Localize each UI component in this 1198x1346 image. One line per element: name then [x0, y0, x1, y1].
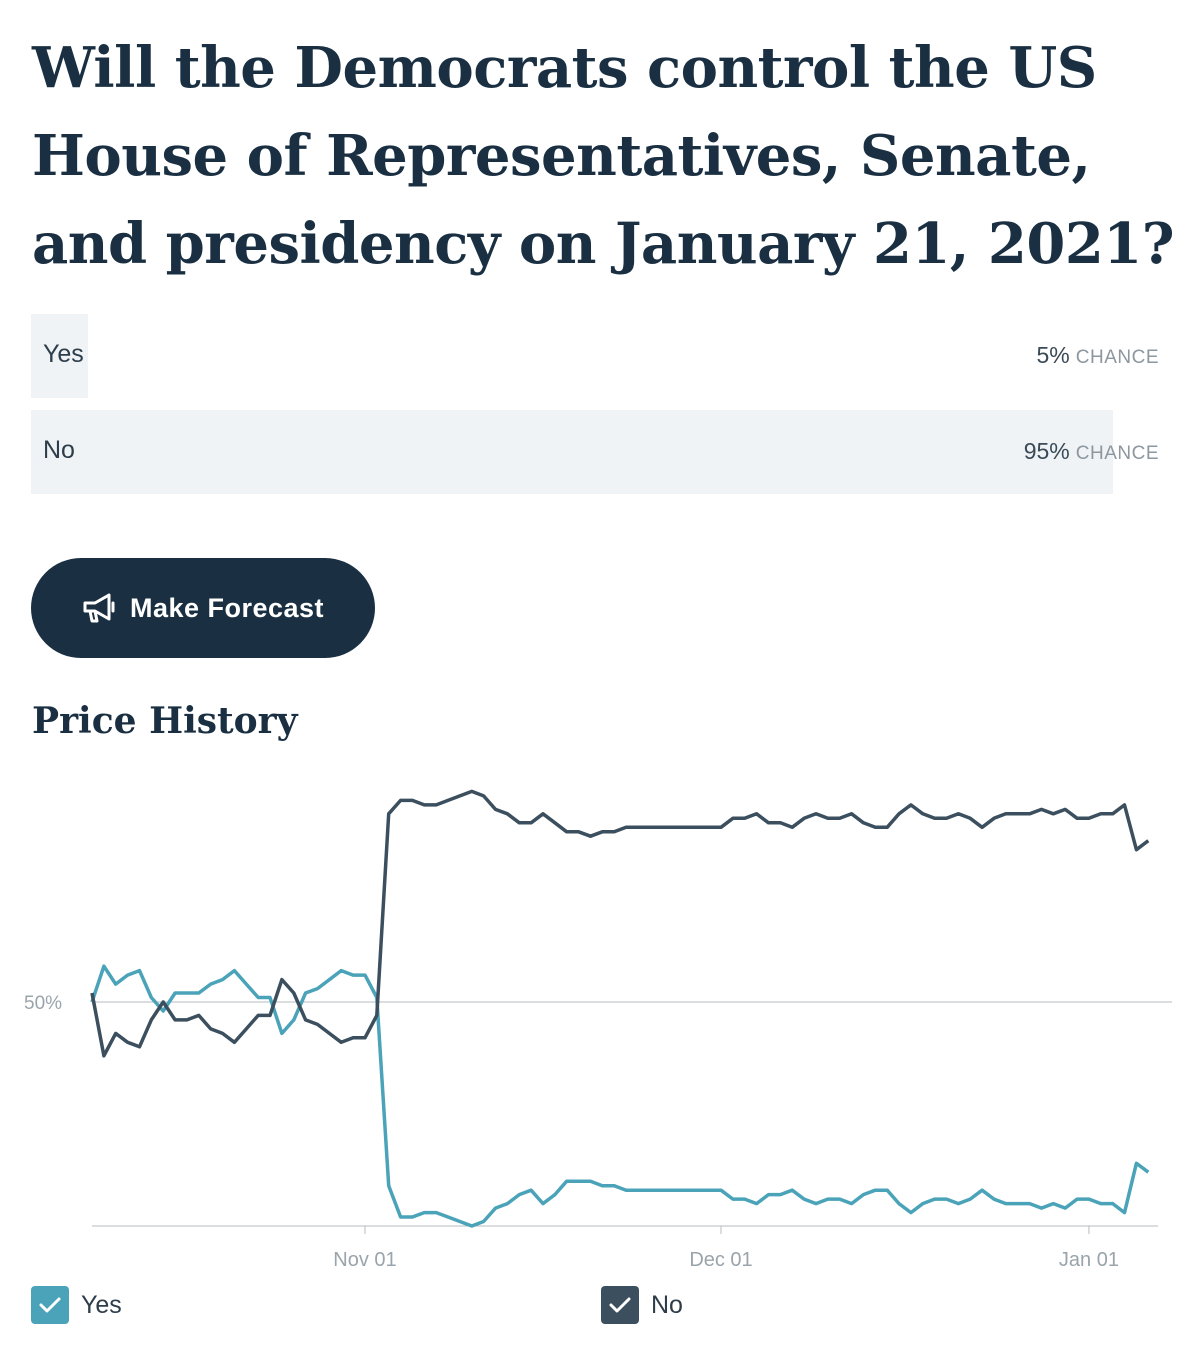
series-line-no — [90, 789, 1150, 1058]
legend-item-yes[interactable]: Yes — [31, 1286, 122, 1324]
outcome-label: No — [43, 436, 75, 464]
outcome-chance-label: CHANCE — [1075, 443, 1159, 464]
outcome-percent-number: 95% — [1023, 438, 1070, 464]
make-forecast-button[interactable]: Make Forecast — [31, 558, 375, 658]
checkmark-icon — [39, 1297, 61, 1313]
outcome-percent: 5% CHANCE — [1037, 342, 1159, 369]
outcome-no-bar — [31, 410, 1114, 494]
outcome-percent-number: 5% — [1036, 342, 1070, 368]
make-forecast-label: Make Forecast — [129, 592, 325, 623]
legend-checkbox-no[interactable] — [601, 1286, 639, 1324]
outcome-chance-label: CHANCE — [1075, 347, 1159, 368]
price-history-chart: 50% Nov 01 Dec 01 Jan 01 — [24, 789, 1172, 1271]
outcome-percent: 95% CHANCE — [1024, 438, 1159, 465]
legend-label-no: No — [651, 1290, 683, 1319]
outcome-yes-bar — [31, 314, 88, 398]
reference-label-50: 50% — [24, 993, 62, 1014]
legend-item-no[interactable]: No — [601, 1286, 683, 1324]
price-history-title: Price History — [32, 700, 298, 742]
checkmark-icon — [609, 1297, 631, 1313]
outcome-no[interactable]: No 95% CHANCE — [31, 410, 1159, 494]
x-tick-label: Dec 01 — [689, 1249, 752, 1271]
legend-checkbox-yes[interactable] — [31, 1286, 69, 1324]
legend-label-yes: Yes — [81, 1290, 122, 1319]
outcome-label: Yes — [43, 340, 84, 368]
x-tick-label: Jan 01 — [1059, 1249, 1119, 1271]
series-line-yes — [90, 964, 1150, 1228]
outcome-yes[interactable]: Yes 5% CHANCE — [31, 314, 1159, 398]
x-tick-label: Nov 01 — [333, 1249, 396, 1271]
question-title: Will the Democrats control the US House … — [32, 35, 1175, 277]
megaphone-icon — [83, 593, 115, 623]
